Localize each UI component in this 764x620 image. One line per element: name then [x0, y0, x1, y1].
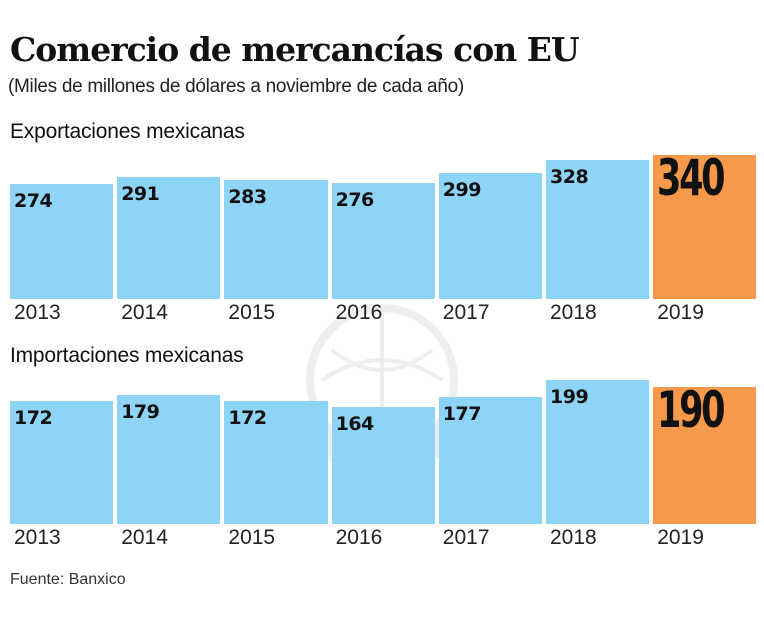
- exports-bar-2014: [117, 176, 221, 299]
- exports-value-label-2014: 291: [121, 182, 160, 205]
- chart-subtitle: (Miles de millones de dólares a noviembr…: [8, 76, 464, 97]
- imports-bar-2017: [438, 396, 542, 524]
- imports-panel-title: Importaciones mexicanas: [10, 344, 244, 367]
- imports-bar-2015: [224, 400, 328, 524]
- exports-year-label-2016: 2016: [335, 301, 383, 324]
- exports-bar-2013: [10, 184, 114, 299]
- imports-value-label-2016: 164: [335, 413, 375, 435]
- exports-bar-2015: [224, 180, 328, 299]
- imports-bar-2016: [331, 407, 435, 524]
- exports-value-label-2016: 276: [335, 189, 375, 212]
- imports-year-label-2019: 2019: [657, 526, 704, 549]
- imports-value-label-2018: 199: [550, 386, 589, 408]
- imports-year-label-2014: 2014: [121, 526, 168, 549]
- imports-value-label-2015: 172: [228, 406, 267, 429]
- imports-bar-2018: [546, 380, 650, 524]
- exports-bar-2019: [653, 155, 757, 299]
- imports-bar-2019: [653, 386, 757, 524]
- exports-year-label-2015: 2015: [228, 301, 276, 324]
- exports-year-label-2014: 2014: [121, 301, 168, 324]
- source-note: Fuente: Banxico: [10, 571, 126, 588]
- exports-value-label-2018: 328: [550, 166, 589, 189]
- imports-value-label-2019: 190: [657, 380, 726, 439]
- imports-year-label-2018: 2018: [550, 526, 597, 549]
- imports-value-label-2014: 179: [121, 401, 160, 424]
- imports-year-label-2015: 2015: [228, 526, 276, 549]
- exports-panel-title: Exportaciones mexicanas: [10, 120, 245, 143]
- exports-value-label-2019: 340: [657, 149, 726, 207]
- exports-value-label-2017: 299: [442, 179, 482, 201]
- chart-title: Comercio de mercancías con EU: [10, 30, 580, 69]
- exports-year-label-2013: 2013: [14, 301, 61, 324]
- exports-bar-2017: [438, 173, 542, 299]
- exports-year-label-2017: 2017: [442, 301, 490, 324]
- exports-year-label-2018: 2018: [550, 301, 597, 324]
- exports-bar-2016: [331, 183, 435, 299]
- exports-bar-2018: [546, 160, 650, 299]
- exports-value-label-2015: 283: [228, 186, 267, 209]
- imports-year-label-2016: 2016: [335, 526, 383, 549]
- imports-year-label-2013: 2013: [14, 526, 61, 549]
- imports-bar-2014: [117, 395, 221, 524]
- exports-year-label-2019: 2019: [657, 301, 704, 324]
- imports-value-label-2013: 172: [14, 406, 53, 429]
- imports-bar-2013: [10, 400, 114, 524]
- imports-year-label-2017: 2017: [442, 526, 490, 549]
- exports-value-label-2013: 274: [14, 190, 53, 212]
- imports-value-label-2017: 177: [442, 402, 482, 425]
